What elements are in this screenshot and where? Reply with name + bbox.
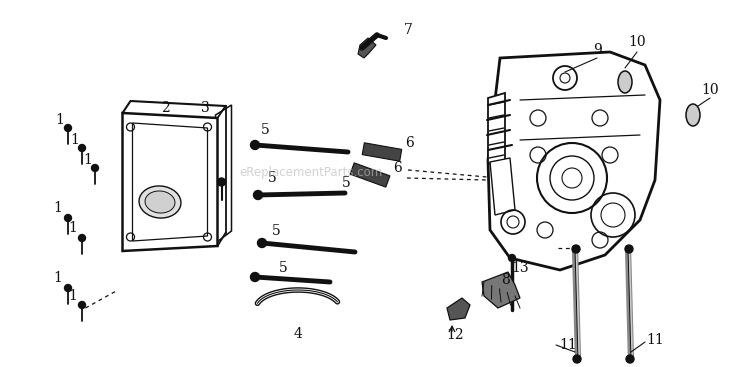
Text: 12: 12: [446, 328, 464, 342]
Text: 2: 2: [160, 101, 170, 115]
Text: 5: 5: [268, 171, 276, 185]
Polygon shape: [215, 105, 232, 243]
Circle shape: [626, 355, 634, 363]
Polygon shape: [447, 298, 470, 320]
Circle shape: [257, 239, 266, 247]
Circle shape: [622, 79, 628, 85]
Polygon shape: [490, 158, 515, 215]
Text: 5: 5: [279, 261, 287, 275]
Circle shape: [217, 178, 226, 186]
Polygon shape: [488, 52, 660, 270]
Text: 5: 5: [272, 224, 280, 238]
Circle shape: [572, 245, 580, 253]
Circle shape: [79, 302, 86, 309]
Circle shape: [64, 124, 71, 131]
Circle shape: [690, 112, 696, 118]
Circle shape: [573, 355, 581, 363]
Text: 1: 1: [70, 133, 80, 147]
Text: 1: 1: [68, 221, 77, 235]
Text: 1: 1: [53, 271, 62, 285]
Circle shape: [79, 145, 86, 152]
Ellipse shape: [686, 104, 700, 126]
Circle shape: [79, 235, 86, 241]
Text: 9: 9: [592, 43, 602, 57]
Polygon shape: [122, 113, 218, 251]
Circle shape: [64, 284, 71, 291]
Polygon shape: [488, 93, 505, 168]
Text: 1: 1: [68, 289, 77, 303]
Text: 4: 4: [293, 327, 302, 341]
Ellipse shape: [145, 191, 175, 213]
Text: 6: 6: [393, 161, 401, 175]
Polygon shape: [133, 123, 208, 241]
Text: 10: 10: [628, 35, 646, 49]
Circle shape: [625, 245, 633, 253]
Polygon shape: [350, 163, 390, 187]
Circle shape: [92, 164, 98, 171]
Text: 6: 6: [406, 136, 414, 150]
Circle shape: [251, 273, 260, 281]
Text: 13: 13: [512, 261, 529, 275]
Ellipse shape: [139, 186, 181, 218]
Circle shape: [64, 214, 71, 222]
Polygon shape: [362, 143, 402, 161]
Text: 1: 1: [83, 153, 92, 167]
Text: eReplacementParts.com: eReplacementParts.com: [240, 166, 382, 179]
Ellipse shape: [618, 71, 632, 93]
Text: 8: 8: [501, 273, 509, 287]
Circle shape: [509, 254, 515, 262]
Text: 11: 11: [559, 338, 577, 352]
Text: 5: 5: [261, 123, 269, 137]
Text: 1: 1: [53, 201, 62, 215]
Polygon shape: [482, 272, 520, 308]
Text: 7: 7: [404, 23, 412, 37]
Polygon shape: [358, 38, 376, 58]
Circle shape: [254, 190, 262, 200]
Text: 3: 3: [201, 101, 209, 115]
Text: 11: 11: [646, 333, 664, 347]
Circle shape: [251, 141, 260, 149]
Text: 5: 5: [341, 176, 350, 190]
Text: 1: 1: [56, 113, 64, 127]
Text: 10: 10: [701, 83, 718, 97]
